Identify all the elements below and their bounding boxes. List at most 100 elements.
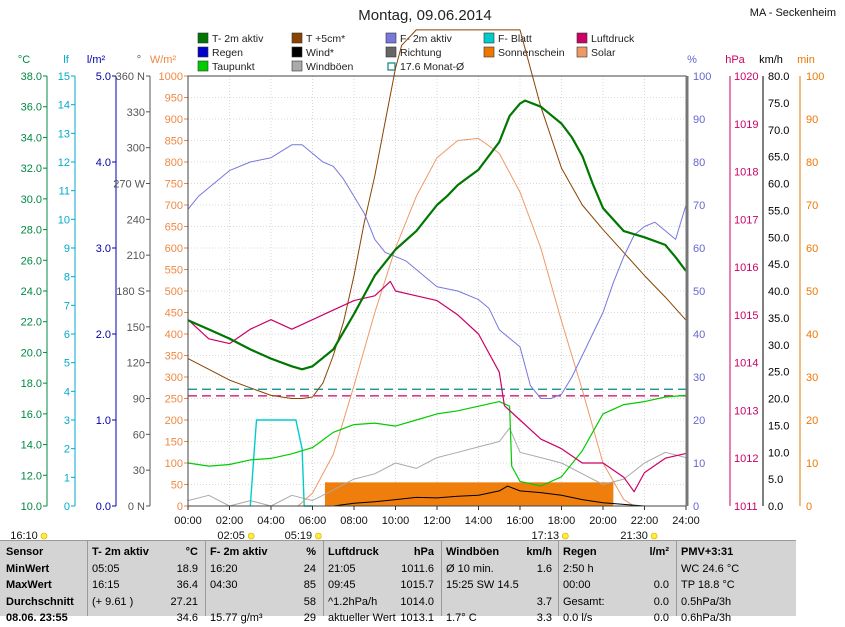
axis-tick-leaf: 3: [64, 415, 70, 427]
legend-swatch-solar: [576, 46, 588, 58]
x-tick-label: 22:00: [631, 515, 659, 527]
stats-divider: [205, 541, 206, 616]
axis-tick-rain: 0.0: [96, 501, 111, 513]
stats-value: 3.3: [536, 612, 552, 624]
axis-tick-wind: 75.0: [768, 98, 789, 110]
x-tick-label: 12:00: [423, 515, 451, 527]
axis-tick-dir: 60: [133, 429, 145, 441]
axis-tick-solar: 1000: [159, 71, 183, 83]
stats-row: 04:30 85: [210, 577, 318, 594]
stats-value: 1015.7: [400, 579, 434, 591]
axis-tick-leaf: 8: [64, 272, 70, 284]
stats-label: 0.0 l/s: [563, 612, 593, 624]
axis-tick-temp: 16.0: [21, 409, 42, 421]
stats-column: PMV+3:31 WC 24.6 °C TP 18.8 °C 0.5hPa/3h 0.6…: [681, 544, 791, 627]
axis-tick-wind: 35.0: [768, 313, 789, 325]
axis-tick-hum: 30: [693, 372, 705, 384]
stats-row: 0.6hPa/3h: [681, 610, 791, 627]
stats-column: Windböen km/h Ø 10 min. 1.6 15:25 SW 14.5 3.7…: [446, 544, 554, 627]
axis-tick-pressure: 1015: [734, 310, 758, 322]
series-temp5: [187, 29, 687, 399]
stats-label: 0.5hPa/3h: [681, 595, 732, 608]
axis-tick-temp: 14.0: [21, 440, 42, 452]
stats-header: F- 2m aktiv%: [210, 544, 318, 561]
axis-tick-sunmin: 50: [806, 286, 818, 298]
axis-tick-temp: 36.0: [21, 102, 42, 114]
stats-label: ^1.2hPa/h: [328, 595, 378, 608]
legend-label-solar: Solar: [591, 47, 616, 59]
axis-tick-wind: 30.0: [768, 340, 789, 352]
stats-value: 36.4: [176, 579, 198, 591]
axis-tick-sunmin: 40: [806, 329, 818, 341]
stats-label: Ø 10 min.: [446, 562, 494, 575]
axis-tick-wind: 15.0: [768, 420, 789, 432]
stats-column: T- 2m aktiv °C 05:05 18.9 16:15 36.4 (+ 9.61 )…: [92, 544, 200, 627]
axis-tick-leaf: 11: [59, 186, 70, 198]
axis-tick-solar: 900: [165, 114, 183, 126]
axis-tick-solar: 650: [165, 222, 183, 234]
axis-tick-wind: 80.0: [768, 71, 789, 83]
axis-tick-temp: 30.0: [21, 194, 42, 206]
sun-marker-label: 17:13: [532, 530, 560, 540]
stats-label: [446, 594, 514, 611]
stats-row: 08.06. 23:55: [6, 610, 86, 627]
x-tick-label: 20:00: [589, 515, 617, 527]
weather-chart: Montag, 09.06.2014 MA - Seckenheim T- 2m…: [10, 7, 836, 540]
axis-tick-rain: 3.0: [96, 243, 111, 255]
axis-tick-leaf: 1: [64, 472, 70, 484]
stats-value: 58: [303, 595, 316, 608]
axis-tick-solar: 200: [165, 415, 183, 427]
stats-value: hPa: [413, 546, 434, 558]
stats-row: Durchschnitt: [6, 594, 86, 611]
axis-tick-sunmin: 60: [806, 243, 818, 255]
stats-value: 3.7: [536, 595, 552, 608]
axis-tick-solar: 400: [165, 329, 183, 341]
chart-title: Montag, 09.06.2014: [358, 7, 491, 24]
series-solar: [297, 137, 635, 507]
legend-label-pressure: Luftdruck: [591, 33, 635, 45]
stats-label: 21:05: [328, 562, 356, 575]
axis-unit-pressure: hPa: [725, 54, 745, 66]
stats-divider: [323, 541, 324, 616]
stats-label: 08.06. 23:55: [6, 612, 68, 624]
axis-tick-dir: 30: [133, 465, 145, 477]
axis-tick-leaf: 10: [58, 214, 70, 226]
axis-tick-leaf: 9: [64, 243, 70, 255]
axis-unit-wind: km/h: [759, 54, 783, 66]
legend-swatch-avg: [387, 62, 396, 71]
axis-tick-pressure: 1016: [734, 262, 758, 274]
legend-swatch-temp5: [291, 32, 303, 44]
stats-column: Luftdruck hPa 21:05 1011.6 09:45 1015.7 ^1.2hP…: [328, 544, 436, 627]
stats-label: T- 2m aktiv: [92, 546, 149, 558]
axis-tick-pressure: 1014: [734, 358, 758, 370]
axis-tick-pressure: 1017: [734, 214, 758, 226]
axis-tick-sunmin: 30: [806, 372, 818, 384]
sun-marker-icon: [40, 532, 48, 540]
legend-swatch-sunshine: [483, 46, 495, 58]
stats-label: 15.77 g/m³: [210, 612, 263, 624]
axis-tick-pressure: 1012: [734, 453, 758, 465]
legend-swatch-temp: [197, 32, 209, 44]
stats-value: [631, 561, 669, 578]
chart-legend: T- 2m aktiv T +5cm* F- 2m aktiv F- Blatt Luf…: [197, 32, 635, 73]
axis-tick-dir: 90: [133, 394, 145, 406]
stats-row: 2:50 h: [563, 561, 671, 578]
series-dew: [187, 394, 687, 487]
axis-tick-solar: 850: [165, 136, 183, 148]
legend-swatch-leaf: [483, 32, 495, 44]
axis-tick-pressure: 1013: [734, 405, 758, 417]
axis-tick-wind: 50.0: [768, 232, 789, 244]
axis-tick-hum: 40: [693, 329, 705, 341]
axis-tick-dir: 360 N: [116, 71, 145, 83]
stats-row: 00:00 0.0: [563, 577, 671, 594]
legend-swatch-rain: [197, 46, 209, 58]
stats-row: 21:05 1011.6: [328, 561, 436, 578]
x-tick-label: 02:00: [216, 515, 244, 527]
stats-row: ^1.2hPa/h 1014.0: [328, 594, 436, 611]
stats-divider: [558, 541, 559, 616]
stats-value: [751, 561, 789, 578]
axis-tick-hum: 90: [693, 114, 705, 126]
axis-tick-rain: 1.0: [96, 415, 111, 427]
axis-tick-rain: 5.0: [96, 71, 111, 83]
axis-tick-temp: 34.0: [21, 132, 42, 144]
